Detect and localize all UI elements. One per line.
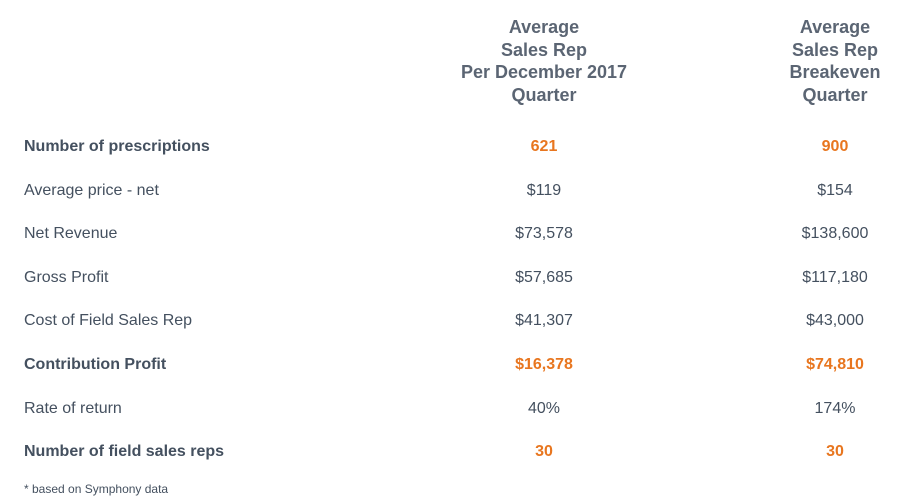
column-header: Sales Rep (500, 39, 588, 60)
cell: $41,307 (515, 312, 573, 330)
cell: $43,000 (806, 312, 864, 330)
column-header: Quarter (802, 84, 868, 105)
cell: 900 (821, 138, 849, 155)
cell: $119 (526, 181, 562, 199)
cell: 30 (826, 443, 844, 461)
row-label: Gross Profit (24, 268, 109, 286)
cell: 174% (814, 399, 856, 417)
column-header: Average (799, 17, 871, 37)
column-header: Sales Rep (791, 39, 879, 60)
cell: $73,578 (515, 225, 573, 243)
cell: 40% (527, 399, 561, 417)
cell: $57,685 (515, 268, 573, 286)
row-label: Average price - net (24, 181, 159, 199)
cell: $74,810 (806, 356, 864, 373)
column-header: Quarter (511, 84, 577, 105)
column-header: Per December 2017 (460, 62, 628, 82)
footnote: * based on Symphony data (24, 482, 169, 496)
cell: $154 (817, 181, 853, 199)
row-label: Number of field sales reps (24, 443, 225, 461)
cell: $138,600 (801, 225, 869, 243)
cell: $117,180 (802, 268, 868, 286)
cell: 30 (535, 443, 553, 461)
row-label: Net Revenue (24, 225, 118, 243)
column-header: Average (508, 17, 580, 37)
row-label: Contribution Profit (24, 356, 167, 373)
row-label: Number of prescriptions (24, 138, 210, 155)
column-header: Breakeven (789, 62, 881, 82)
row-label: Cost of Field Sales Rep (24, 312, 193, 330)
row-label: Rate of return (24, 399, 122, 417)
cell: 621 (530, 138, 558, 155)
cell: $16,378 (515, 356, 573, 373)
